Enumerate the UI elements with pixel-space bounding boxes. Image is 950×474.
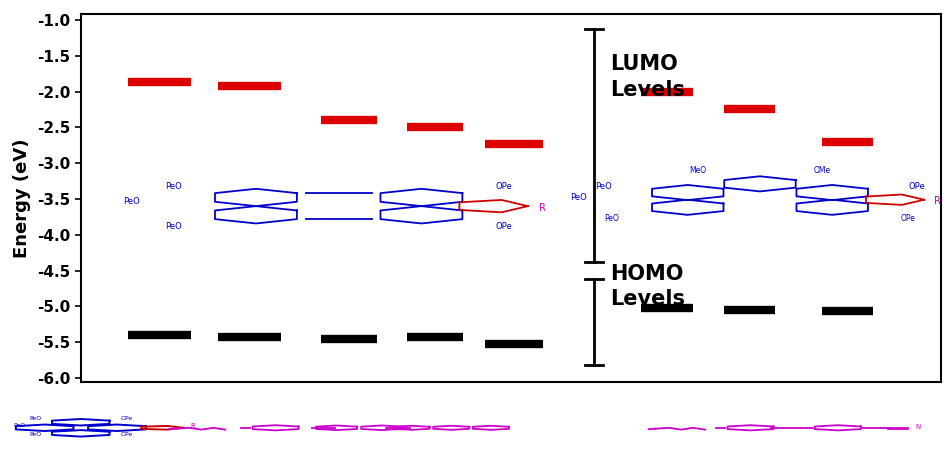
Text: PeO: PeO [595, 182, 612, 191]
Text: OPe: OPe [121, 416, 132, 421]
Text: R: R [934, 196, 940, 206]
Text: OPe: OPe [496, 182, 513, 191]
Text: MeO: MeO [690, 166, 707, 175]
Text: R: R [190, 423, 195, 429]
Text: PeO: PeO [29, 416, 41, 421]
Text: OPe: OPe [496, 222, 513, 231]
Text: PeO: PeO [13, 423, 25, 428]
Text: HOMO
Levels: HOMO Levels [610, 264, 685, 309]
Text: OPe: OPe [902, 214, 916, 223]
Text: PeO: PeO [164, 182, 181, 191]
Text: OPe: OPe [908, 182, 925, 191]
Text: PeO: PeO [570, 193, 587, 202]
Text: PeO: PeO [164, 222, 181, 231]
Y-axis label: Energy (eV): Energy (eV) [13, 138, 31, 258]
Text: LUMO
Levels: LUMO Levels [610, 55, 685, 100]
Text: OPe: OPe [121, 432, 132, 437]
Text: PeO: PeO [604, 214, 618, 223]
Text: R: R [540, 203, 546, 213]
Text: N: N [915, 424, 921, 430]
Text: PeO: PeO [124, 197, 140, 206]
Text: OMe: OMe [813, 166, 830, 175]
Text: PeO: PeO [29, 432, 41, 437]
